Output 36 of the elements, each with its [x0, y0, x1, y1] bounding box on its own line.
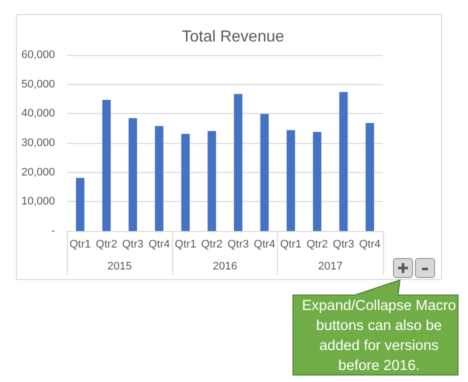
y-tick-label: 40,000	[21, 108, 55, 120]
bar	[76, 178, 84, 231]
text: 2016	[212, 260, 238, 272]
x-tick-label: Qtr3	[122, 238, 144, 250]
bar	[312, 132, 322, 231]
bar	[234, 94, 242, 231]
x-tick-label: Qtr2	[96, 238, 118, 250]
bar	[339, 92, 348, 231]
bar	[366, 123, 374, 231]
y-tick-label: -	[51, 225, 56, 237]
x-tick-label: Qtr4	[254, 238, 276, 250]
chart-title: Total Revenue	[182, 28, 284, 46]
bar	[286, 130, 296, 231]
x-tick-label: Qtr4	[359, 238, 381, 250]
text: Expand/Collapse Macro buttons can also be added for versions before 2016.	[301, 297, 457, 376]
x-tick-label: Qtr3	[227, 238, 249, 250]
bar	[181, 134, 190, 231]
x-tick-label: Qtr4	[148, 238, 170, 250]
x-tick-label: Qtr1	[280, 238, 302, 250]
bar	[102, 100, 111, 231]
x-tick-label: Qtr2	[201, 238, 223, 250]
text: 2015	[107, 260, 132, 272]
y-tick-label: 10,000	[21, 196, 55, 208]
y-tick-label: 20,000	[21, 166, 55, 178]
y-tick-label: 60,000	[21, 49, 55, 61]
y-tick-label: 30,000	[21, 137, 55, 149]
y-tick-label: 50,000	[21, 78, 55, 90]
bar	[260, 114, 269, 231]
bar	[154, 126, 164, 231]
text: 2017	[318, 260, 343, 272]
x-tick-label: Qtr3	[332, 238, 354, 250]
x-tick-label: Qtr2	[306, 238, 328, 250]
bar	[128, 118, 138, 231]
bar	[208, 130, 216, 231]
x-tick-label: Qtr1	[174, 238, 196, 250]
x-tick-label: Qtr1	[69, 238, 91, 250]
